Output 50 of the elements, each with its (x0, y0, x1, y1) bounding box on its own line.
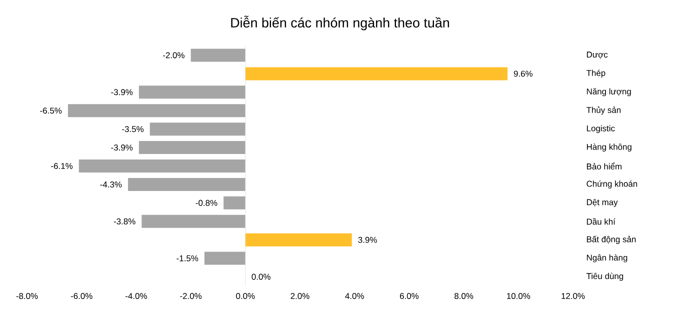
y-tick-label: Dược (586, 52, 608, 59)
bar (150, 122, 246, 136)
y-tick-label: Dệt may (586, 198, 618, 207)
data-label: 0.0% (252, 274, 270, 280)
data-label: -2.0% (163, 52, 184, 58)
x-tick-label: -6.0% (70, 293, 92, 300)
bar (68, 104, 246, 118)
y-tick-label: Tiêu dùng (586, 272, 624, 281)
bar (245, 67, 508, 80)
y-tick-label: Ngân hàng (586, 254, 628, 262)
bar (224, 196, 246, 210)
bar (128, 178, 246, 191)
x-tick-label: 0.0% (236, 293, 255, 300)
y-tick-label: Thép (586, 70, 606, 78)
bar (138, 141, 246, 154)
chart-title: Diễn biến các nhóm ngành theo tuần (231, 16, 449, 30)
y-tick-label: Logistic (586, 125, 615, 134)
x-tick-label: -4.0% (126, 293, 147, 300)
x-tick-label: 2.0% (290, 293, 310, 300)
data-label: -3.5% (122, 126, 144, 132)
y-tick-label: Chứng khoán (586, 180, 638, 188)
y-tick-label: Thủy sản (586, 106, 621, 115)
y-tick-label: Bất động sản (586, 236, 636, 244)
x-tick-label: 8.0% (454, 293, 474, 300)
data-label: -1.5% (176, 255, 198, 262)
bar (245, 233, 352, 246)
x-tick-label: 6.0% (400, 293, 419, 300)
data-label: -3.9% (111, 89, 133, 96)
data-label: 9.6% (514, 70, 533, 77)
y-tick-label: Bảo hiểm (586, 162, 622, 170)
bar (204, 252, 246, 265)
x-tick-label: 12.0% (562, 293, 585, 300)
y-tick-label: Dầu khí (586, 218, 616, 225)
bar (190, 48, 246, 62)
x-tick-label: -8.0% (16, 293, 38, 300)
data-label: -6.5% (40, 108, 62, 114)
x-tick-label: 10.0% (507, 293, 530, 300)
data-label: -6.1% (51, 163, 73, 169)
data-label: -4.3% (100, 181, 122, 188)
bar (138, 86, 246, 99)
bar (78, 160, 246, 172)
x-tick-label: -2.0% (180, 293, 202, 300)
y-tick-label: Hàng không (586, 144, 632, 152)
x-tick-label: 4.0% (345, 293, 364, 300)
bar (142, 214, 246, 228)
y-tick-label: Năng lượng (586, 88, 631, 96)
data-label: 3.9% (358, 236, 377, 243)
data-label: -3.8% (114, 218, 136, 224)
data-label: -3.9% (111, 144, 133, 151)
data-label: -0.8% (196, 200, 218, 206)
